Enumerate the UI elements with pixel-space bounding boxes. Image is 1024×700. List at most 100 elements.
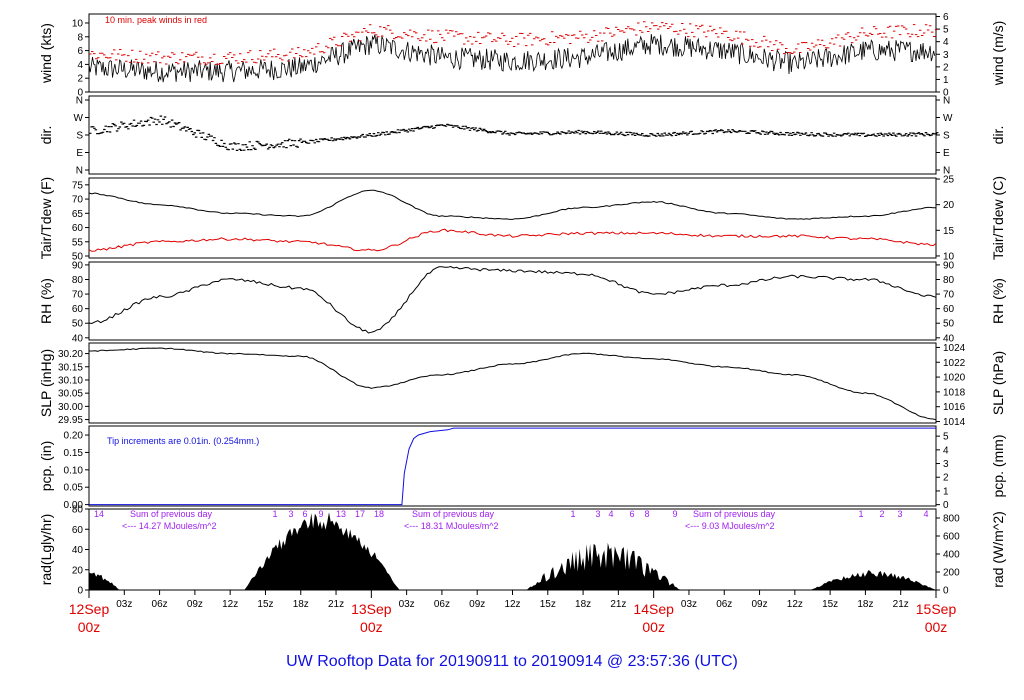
right-tick-label: 25	[943, 175, 955, 186]
left-axis-label-temp: Tair/Tdew (F)	[38, 177, 54, 259]
left-tick-label: 6	[77, 46, 83, 57]
hour-mark-day2: 9	[672, 509, 677, 519]
wind-peak-marks	[89, 21, 938, 65]
left-tick-label: 30.15	[58, 362, 83, 373]
hour-mark-day2: 3	[595, 509, 600, 519]
right-tick-label: 600	[943, 532, 960, 543]
right-tick-label: 50	[943, 319, 955, 330]
radiation-area-day1	[244, 512, 400, 590]
right-axis-label-slp: SLP (hPa)	[990, 351, 1006, 415]
panel-frame-pcp	[88, 425, 937, 507]
x-hour-tick-label: 03z	[116, 599, 132, 610]
right-tick-label: 1016	[943, 402, 966, 413]
hour-mark-day1: 13	[336, 509, 346, 519]
day-sum-line1: Sum of previous day	[412, 509, 495, 519]
right-tick-label: 1	[943, 75, 949, 86]
x-day-date-label: 14Sep	[633, 601, 674, 617]
hour-mark-day2: 6	[629, 509, 634, 519]
left-tick-label: 70	[72, 195, 84, 206]
left-tick-label: 0.00	[64, 500, 84, 511]
hour-mark-day3: 3	[897, 509, 902, 519]
x-day-time-label: 00z	[78, 619, 101, 635]
right-tick-label: 10	[943, 251, 955, 262]
hour-mark-day1: 6	[302, 509, 307, 519]
right-tick-label: 90	[943, 260, 955, 271]
left-tick-label: 65	[72, 209, 84, 220]
right-tick-label: 1	[943, 486, 949, 497]
panel-frame-slp	[88, 342, 937, 424]
dewpoint-line	[88, 228, 937, 252]
left-tick-label: 20	[72, 565, 84, 576]
right-axis-label-pcp: pcp. (mm)	[990, 435, 1006, 498]
radiation-area-day3	[810, 570, 936, 590]
left-tick-label: 0.20	[64, 431, 84, 442]
right-tick-label: 1020	[943, 373, 966, 384]
x-hour-tick-label: 12z	[222, 599, 238, 610]
sea-level-pressure-line	[89, 347, 937, 421]
left-tick-label: 2	[77, 74, 83, 85]
x-hour-tick-label: 21z	[610, 599, 626, 610]
hour-mark-day1: 18	[374, 509, 384, 519]
hour-mark-day1: 3	[288, 509, 293, 519]
right-tick-label: 1022	[943, 358, 966, 369]
left-tick-label: 60	[72, 525, 84, 536]
right-tick-label: E	[943, 148, 950, 159]
right-tick-label: 60	[943, 304, 955, 315]
right-tick-label: 800	[943, 514, 960, 525]
right-tick-label: 1018	[943, 387, 966, 398]
left-tick-label: N	[76, 96, 83, 107]
left-tick-label: 0	[77, 586, 83, 597]
right-tick-label: 80	[943, 275, 955, 286]
left-tick-label: S	[76, 131, 83, 142]
x-hour-tick-label: 15z	[540, 599, 556, 610]
precipitation-line	[89, 427, 936, 506]
left-tick-label: 30.00	[58, 402, 83, 413]
right-tick-label: N	[943, 96, 950, 107]
left-axis-label-pcp: pcp. (in)	[38, 441, 54, 492]
hour-mark-day2: 1	[570, 509, 575, 519]
x-hour-tick-label: 18z	[575, 599, 591, 610]
x-day-date-label: 15Sep	[916, 601, 957, 617]
left-tick-label: 40	[72, 545, 84, 556]
right-tick-label: 2	[943, 473, 949, 484]
wind-speed-line	[88, 33, 936, 83]
hour-mark-day3: 1	[858, 509, 863, 519]
hour-mark-day2: 4	[608, 509, 613, 519]
left-tick-label: 90	[72, 260, 84, 271]
right-tick-label: 200	[943, 568, 960, 579]
right-tick-label: 0	[943, 586, 949, 597]
x-hour-tick-label: 06z	[716, 599, 732, 610]
left-tick-label: 80	[72, 275, 84, 286]
x-hour-tick-label: 21z	[328, 599, 344, 610]
left-tick-label: 40	[72, 333, 84, 344]
wind-note: 10 min. peak winds in red	[105, 15, 207, 25]
left-tick-label: 60	[72, 223, 84, 234]
right-tick-label: 5	[943, 432, 949, 443]
x-hour-tick-label: 09z	[187, 599, 203, 610]
right-tick-label: 2	[943, 62, 949, 73]
left-axis-label-rad: rad(Lgly/hr)	[38, 514, 54, 586]
x-hour-tick-label: 09z	[469, 599, 485, 610]
x-hour-tick-label: 09z	[751, 599, 767, 610]
left-tick-label: 70	[72, 290, 84, 301]
right-tick-label: 6	[943, 12, 949, 23]
left-tick-label: 0.15	[64, 448, 84, 459]
radiation-area-day2	[526, 542, 681, 590]
left-tick-label: 50	[72, 319, 84, 330]
x-day-time-label: 00z	[642, 619, 665, 635]
x-hour-tick-label: 15z	[822, 599, 838, 610]
x-hour-tick-label: 03z	[399, 599, 415, 610]
right-tick-label: 1014	[943, 417, 966, 428]
right-tick-label: 4	[943, 445, 949, 456]
hour-mark-day1: 14	[94, 509, 104, 519]
precip-note: Tip increments are 0.01in. (0.254mm.)	[107, 436, 259, 446]
day-sum-line2: <--- 14.27 MJoules/m^2	[122, 521, 217, 531]
x-hour-tick-label: 06z	[434, 599, 450, 610]
x-hour-tick-label: 12z	[504, 599, 520, 610]
right-tick-label: 0	[943, 88, 949, 99]
right-tick-label: 400	[943, 550, 960, 561]
left-tick-label: 4	[77, 60, 83, 71]
right-tick-label: 4	[943, 37, 949, 48]
x-hour-tick-label: 06z	[152, 599, 168, 610]
left-tick-label: W	[74, 113, 84, 124]
